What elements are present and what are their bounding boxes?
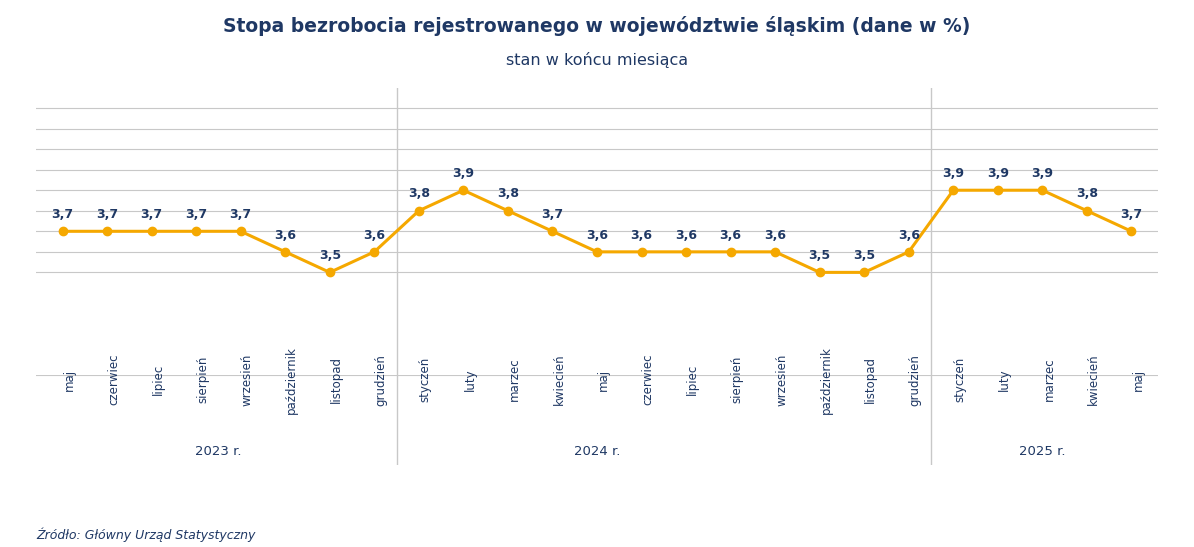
Text: kwiecień: kwiecień (1087, 354, 1100, 405)
Text: 3,6: 3,6 (586, 229, 608, 242)
Text: grudzień: grudzień (374, 354, 387, 405)
Text: 3,9: 3,9 (987, 167, 1009, 180)
Text: 3,7: 3,7 (51, 208, 74, 221)
Text: 3,6: 3,6 (764, 229, 786, 242)
Text: wrzesień: wrzesień (241, 353, 253, 406)
Text: 3,7: 3,7 (96, 208, 118, 221)
Text: styczeń: styczeń (419, 357, 432, 402)
Text: grudzień: grudzień (909, 354, 922, 405)
Text: 3,6: 3,6 (898, 229, 919, 242)
Text: lipiec: lipiec (687, 364, 698, 395)
Text: Stopa bezrobocia rejestrowanego w województwie śląskim (dane w %): Stopa bezrobocia rejestrowanego w wojewó… (223, 16, 971, 37)
Text: 3,7: 3,7 (185, 208, 208, 221)
Text: marzec: marzec (507, 358, 521, 401)
Text: maj: maj (62, 369, 75, 391)
Text: 3,7: 3,7 (141, 208, 162, 221)
Text: sierpień: sierpień (731, 356, 744, 403)
Text: luty: luty (463, 368, 476, 391)
Text: wrzesień: wrzesień (775, 353, 788, 406)
Text: styczeń: styczeń (953, 357, 966, 402)
Text: maj: maj (597, 369, 610, 391)
Text: luty: luty (998, 368, 1011, 391)
Text: 3,5: 3,5 (854, 249, 875, 262)
Text: 3,6: 3,6 (363, 229, 386, 242)
Text: 2023 r.: 2023 r. (195, 445, 241, 458)
Text: listopad: listopad (330, 356, 343, 403)
Text: 3,9: 3,9 (942, 167, 965, 180)
Text: 3,6: 3,6 (720, 229, 741, 242)
Text: lipiec: lipiec (152, 364, 165, 395)
Text: Źródło: Główny Urząd Statystyczny: Źródło: Główny Urząd Statystyczny (36, 527, 256, 542)
Text: 3,8: 3,8 (1076, 188, 1098, 201)
Text: 3,9: 3,9 (1032, 167, 1053, 180)
Text: listopad: listopad (864, 356, 878, 403)
Text: 3,5: 3,5 (319, 249, 340, 262)
Text: październik: październik (820, 346, 832, 414)
Text: 3,6: 3,6 (630, 229, 653, 242)
Text: sierpień: sierpień (196, 356, 209, 403)
Text: 3,8: 3,8 (408, 188, 430, 201)
Text: październik: październik (285, 346, 298, 414)
Text: stan w końcu miesiąca: stan w końcu miesiąca (506, 52, 688, 68)
Text: 2025 r.: 2025 r. (1020, 445, 1065, 458)
Text: marzec: marzec (1042, 358, 1055, 401)
Text: 3,6: 3,6 (675, 229, 697, 242)
Text: czerwiec: czerwiec (641, 354, 654, 405)
Text: 3,7: 3,7 (1120, 208, 1143, 221)
Text: 3,8: 3,8 (497, 188, 519, 201)
Text: kwiecień: kwiecień (553, 354, 566, 405)
Text: 3,7: 3,7 (541, 208, 564, 221)
Text: 3,6: 3,6 (275, 229, 296, 242)
Text: 3,7: 3,7 (229, 208, 252, 221)
Text: 3,9: 3,9 (453, 167, 474, 180)
Text: czerwiec: czerwiec (107, 354, 121, 405)
Text: maj: maj (1132, 369, 1145, 391)
Text: 2024 r.: 2024 r. (574, 445, 620, 458)
Text: 3,5: 3,5 (808, 249, 831, 262)
